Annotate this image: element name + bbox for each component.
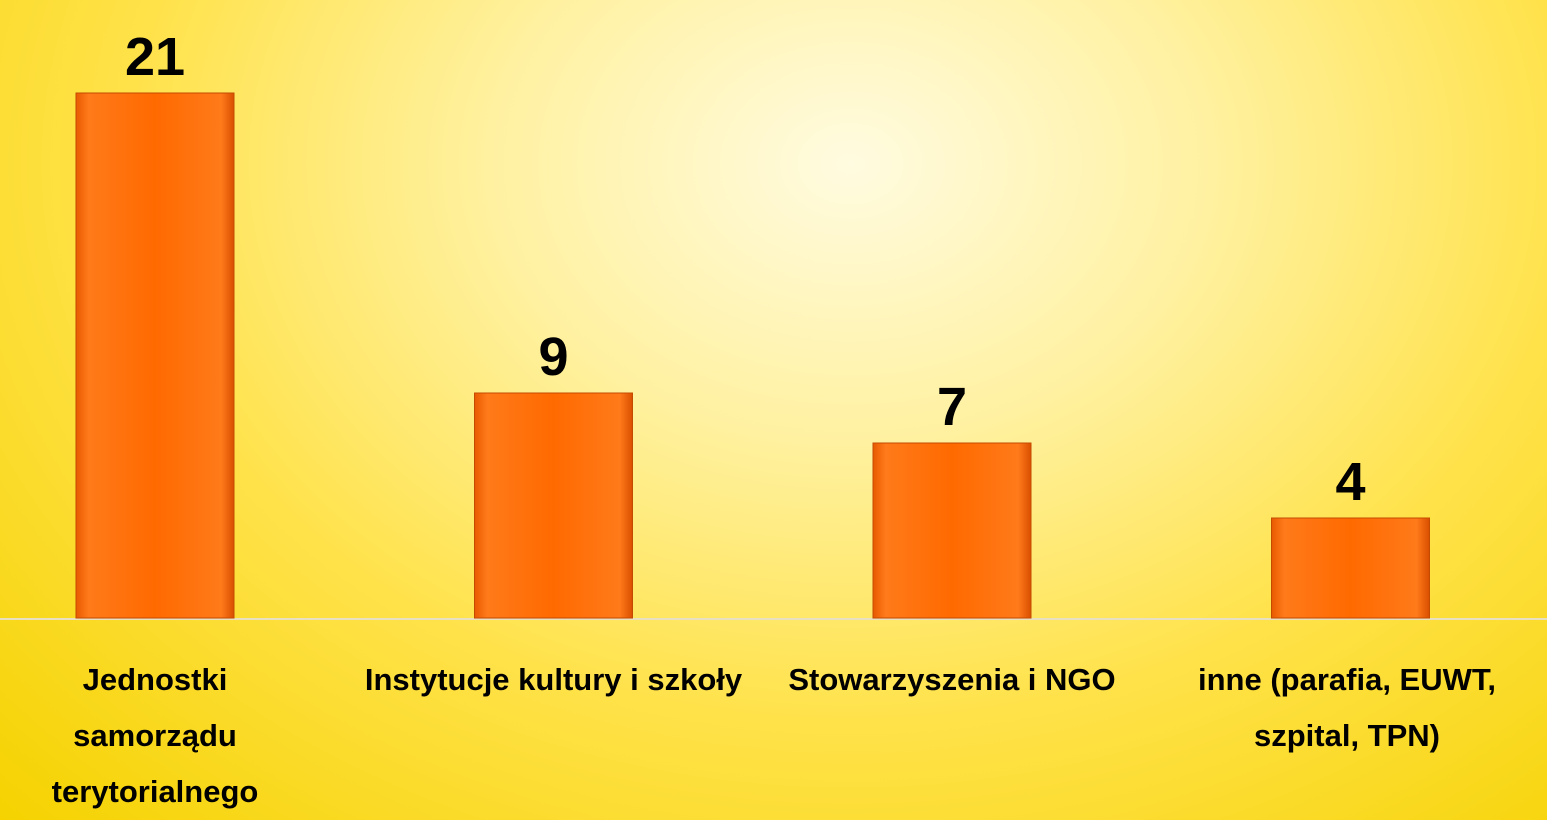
- value-label: 21: [125, 27, 185, 87]
- bar: [873, 443, 1031, 618]
- bar: [475, 393, 633, 618]
- value-label: 4: [1335, 452, 1365, 512]
- page: {"chart_data": {"type": "bar", "categori…: [0, 0, 1547, 820]
- x-tick-label: Instytucje kultury i szkoły: [359, 652, 749, 708]
- x-tick-label: Jednostki samorządu terytorialnego: [10, 652, 300, 820]
- x-tick-label: Stowarzyszenia i NGO: [772, 652, 1132, 708]
- value-label: 9: [538, 327, 568, 387]
- x-tick-label: inne (parafia, EUWT, szpital, TPN): [1147, 652, 1547, 764]
- value-label: 7: [937, 377, 967, 437]
- bar: [1272, 518, 1430, 618]
- bar: [76, 93, 234, 618]
